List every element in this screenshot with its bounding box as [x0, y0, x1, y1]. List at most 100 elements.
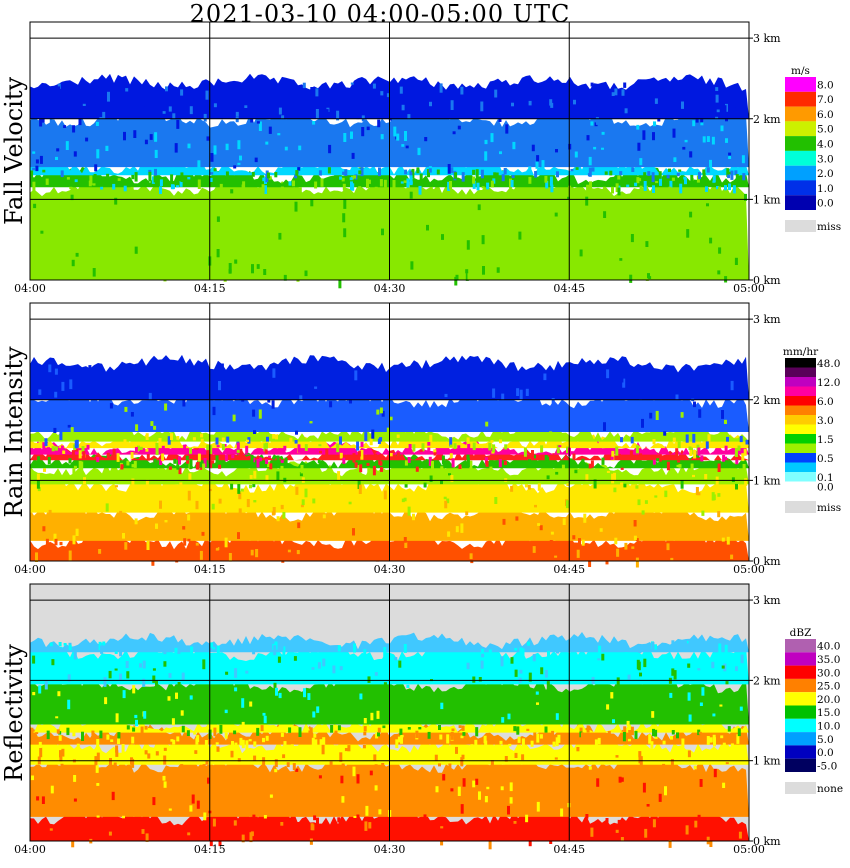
- data-speckle: [444, 393, 448, 398]
- data-speckle: [379, 641, 383, 645]
- colorbar-swatch: [785, 678, 816, 693]
- data-speckle: [579, 249, 583, 257]
- data-speckle: [215, 545, 219, 548]
- data-speckle: [652, 728, 655, 737]
- data-speckle: [241, 721, 245, 731]
- data-speckle: [641, 510, 645, 515]
- data-speckle: [718, 247, 722, 254]
- data-speckle: [178, 456, 181, 465]
- data-speckle: [362, 745, 366, 749]
- data-speckle: [185, 455, 189, 461]
- data-speckle: [562, 518, 566, 525]
- data-speckle: [605, 818, 609, 826]
- data-speckle: [429, 186, 433, 193]
- data-speckle: [36, 372, 40, 377]
- colorbar-label: 35.0: [817, 654, 840, 666]
- data-speckle: [481, 653, 485, 658]
- data-speckle: [197, 160, 201, 170]
- data-speckle: [546, 456, 550, 467]
- data-speckle: [503, 460, 507, 466]
- data-speckle: [383, 828, 387, 837]
- data-speckle: [636, 177, 640, 184]
- data-speckle: [590, 121, 594, 126]
- data-speckle: [296, 276, 300, 282]
- data-speckle: [490, 180, 494, 188]
- data-speckle: [137, 644, 141, 648]
- data-speckle: [438, 763, 441, 767]
- data-speckle: [699, 779, 703, 787]
- data-speckle: [315, 88, 319, 97]
- data-speckle: [678, 464, 682, 468]
- data-speckle: [442, 774, 446, 781]
- data-speckle: [35, 732, 39, 735]
- data-speckle: [588, 557, 592, 567]
- data-speckle: [677, 460, 681, 463]
- data-speckle: [510, 657, 514, 664]
- colorbar-swatch: [785, 415, 816, 425]
- data-speckle: [215, 455, 219, 464]
- data-speckle: [339, 666, 343, 671]
- data-speckle: [274, 768, 278, 773]
- data-speckle: [365, 805, 369, 816]
- data-speckle: [726, 436, 729, 442]
- data-speckle: [588, 167, 592, 177]
- data-speckle: [544, 455, 548, 461]
- data-speckle: [466, 240, 470, 250]
- data-speckle: [236, 399, 240, 408]
- data-speckle: [728, 152, 732, 158]
- data-speckle: [545, 180, 549, 189]
- data-speckle: [318, 170, 322, 176]
- data-speckle: [297, 444, 301, 453]
- data-speckle: [300, 464, 304, 474]
- data-speckle: [280, 460, 284, 463]
- data-speckle: [280, 732, 284, 737]
- data-speckle: [429, 475, 433, 482]
- data-speckle: [723, 663, 727, 672]
- data-speckle: [487, 551, 491, 560]
- data-speckle: [510, 180, 514, 188]
- data-speckle: [638, 648, 642, 653]
- data-speckle: [163, 274, 167, 282]
- data-speckle: [555, 737, 559, 747]
- y-tick-label: 3 km: [753, 32, 781, 45]
- colorbar-label: -5.0: [817, 760, 837, 772]
- data-speckle: [514, 752, 518, 758]
- data-speckle: [695, 118, 699, 123]
- colorbar-swatch: [785, 195, 816, 210]
- data-speckle: [155, 442, 159, 449]
- data-speckle: [683, 640, 687, 650]
- data-speckle: [475, 727, 479, 737]
- data-speckle: [721, 537, 725, 542]
- data-speckle: [284, 640, 288, 645]
- data-speckle: [429, 101, 432, 107]
- data-speckle: [225, 171, 229, 178]
- data-speckle: [167, 436, 171, 445]
- data-speckle: [637, 142, 641, 151]
- data-speckle: [307, 827, 311, 832]
- data-speckle: [37, 487, 41, 492]
- data-speckle: [325, 109, 329, 118]
- data-speckle: [209, 177, 213, 182]
- data-speckle: [620, 467, 624, 470]
- data-speckle: [474, 739, 478, 747]
- data-speckle: [635, 557, 639, 568]
- data-speckle: [163, 755, 167, 765]
- data-speckle: [180, 764, 184, 771]
- data-speckle: [493, 172, 497, 177]
- data-speckle: [678, 169, 682, 172]
- data-speckle: [154, 190, 158, 200]
- data-speckle: [620, 777, 624, 782]
- data-speckle: [30, 170, 34, 179]
- data-speckle: [268, 176, 272, 180]
- data-speckle: [528, 837, 532, 847]
- data-speckle: [92, 268, 96, 277]
- data-speckle: [153, 458, 157, 468]
- data-speckle: [89, 175, 93, 185]
- data-speckle: [544, 175, 548, 183]
- data-speckle: [376, 710, 380, 719]
- data-speckle: [44, 681, 48, 690]
- data-speckle: [523, 253, 527, 263]
- data-speckle: [216, 746, 220, 752]
- data-speckle: [313, 251, 317, 257]
